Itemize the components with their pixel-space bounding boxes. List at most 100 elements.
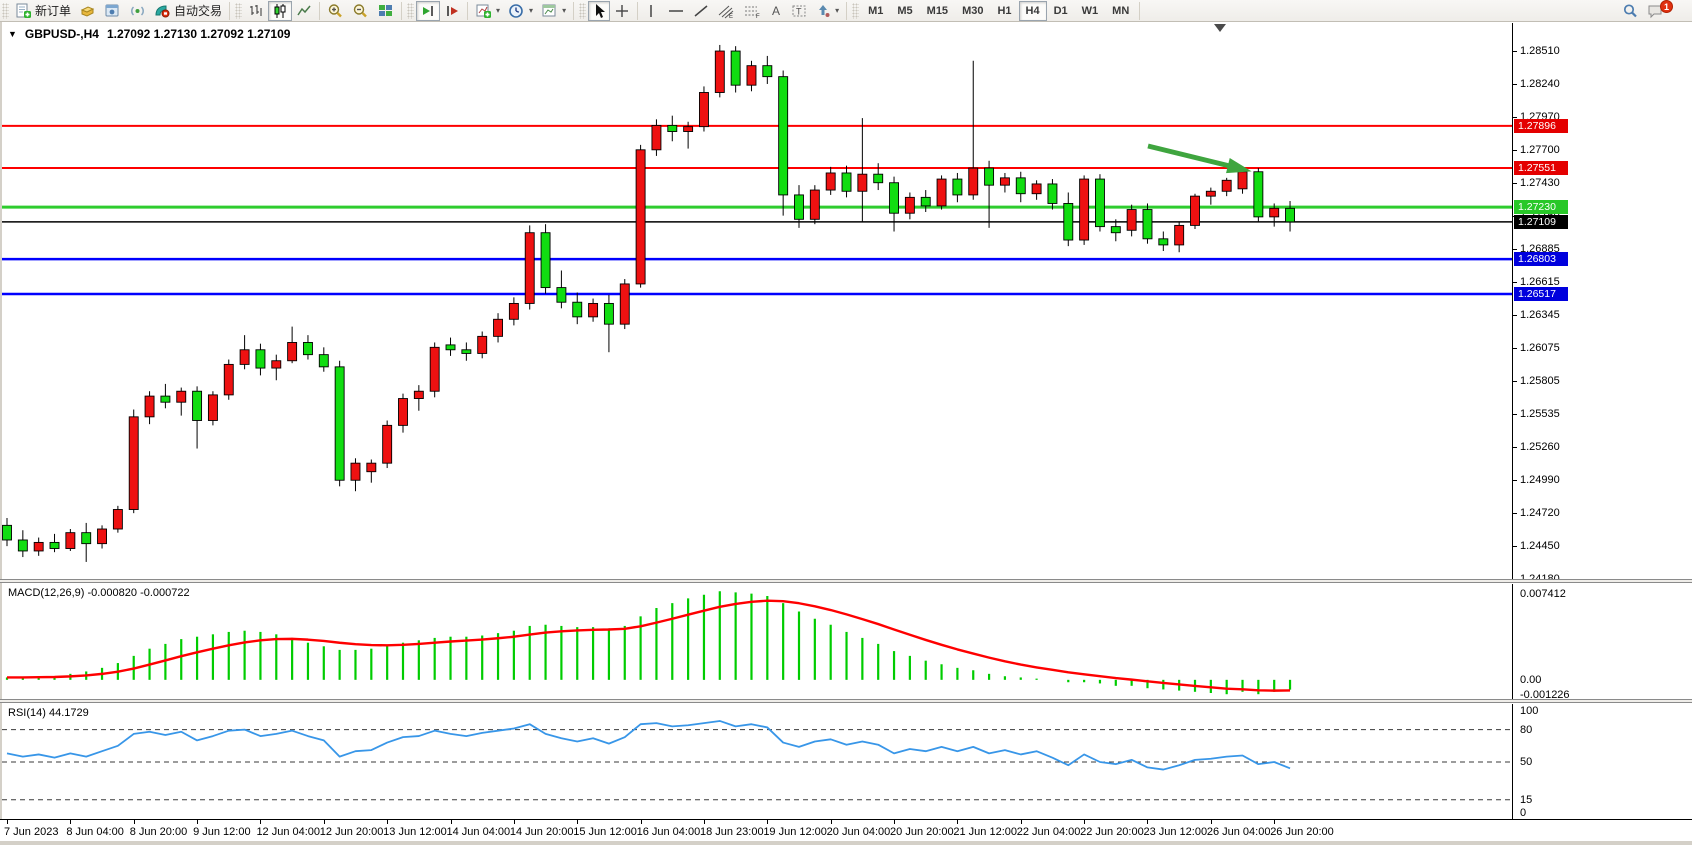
timeframe-mn-button[interactable]: MN xyxy=(1105,1,1136,21)
zoom-out-button[interactable] xyxy=(348,1,373,21)
candle-body-up xyxy=(128,416,139,510)
svg-text:A: A xyxy=(772,4,780,18)
candle-body-up xyxy=(1174,224,1185,246)
fibonacci-button[interactable]: F xyxy=(739,1,765,21)
candle-body-up xyxy=(968,167,979,196)
zoom-in-button[interactable] xyxy=(323,1,348,21)
trendline-icon xyxy=(693,3,709,19)
symbol-dropdown-caret[interactable]: ▼ xyxy=(8,29,17,39)
timeframe-h1-button[interactable]: H1 xyxy=(990,1,1018,21)
main-chart-pane[interactable] xyxy=(2,23,1512,579)
candle xyxy=(1205,187,1216,205)
signals-button[interactable] xyxy=(125,1,150,21)
timeframe-h4-button[interactable]: H4 xyxy=(1018,0,1047,21)
pane-splitter[interactable] xyxy=(0,579,1692,583)
time-tick xyxy=(387,820,389,824)
candle xyxy=(287,326,298,364)
auto-trading-button[interactable]: 自动交易 xyxy=(150,1,226,21)
equidistant-channel-button[interactable]: E xyxy=(713,1,739,21)
timeframe-d1-button[interactable]: D1 xyxy=(1047,1,1075,21)
trendline-button[interactable] xyxy=(689,1,713,21)
price-axis[interactable]: 1.285101.282401.279701.277001.274301.271… xyxy=(1512,23,1692,585)
candle xyxy=(1269,203,1280,227)
toolbar-grip[interactable] xyxy=(2,2,9,19)
candle-body-down xyxy=(334,366,345,481)
cursor-button[interactable] xyxy=(588,0,611,21)
candle xyxy=(603,294,614,353)
candle xyxy=(160,383,171,409)
auto-scroll-button[interactable] xyxy=(416,0,441,21)
auto-trading-label: 自动交易 xyxy=(174,4,223,18)
market-watch-icon xyxy=(79,3,96,19)
time-tick xyxy=(894,820,896,824)
notifications-button[interactable]: 1 xyxy=(1643,0,1684,21)
rsi-indicator-pane[interactable] xyxy=(2,704,1512,819)
chart-shift-button[interactable] xyxy=(440,1,464,21)
time-tick xyxy=(830,820,832,824)
candle-body-up xyxy=(904,196,915,214)
templates-button[interactable]: ▾ xyxy=(537,1,570,21)
new-order-button[interactable]: 新订单 xyxy=(11,1,75,21)
pane-splitter[interactable] xyxy=(0,699,1692,703)
candle xyxy=(746,60,757,92)
line-chart-button[interactable] xyxy=(292,1,316,21)
crosshair-button[interactable] xyxy=(610,1,634,21)
candle-body-down xyxy=(303,342,313,356)
search-button[interactable] xyxy=(1618,1,1643,21)
candle xyxy=(556,270,567,309)
candle xyxy=(207,391,218,426)
candle-body-down xyxy=(1095,178,1105,228)
time-axis[interactable]: 7 Jun 2023 8 Jun 04:00 8 Jun 20:00 9 Jun 12… xyxy=(0,819,1692,841)
candle xyxy=(809,185,820,225)
candle xyxy=(651,119,662,156)
time-tick xyxy=(640,820,642,824)
price-tick-label: 1.28240 xyxy=(1520,77,1560,90)
rsi-axis[interactable]: 100 80 50 15 0 xyxy=(1512,704,1692,819)
text-label-icon: T xyxy=(791,3,807,19)
text-label-button[interactable]: T xyxy=(787,1,811,21)
data-window-button[interactable] xyxy=(100,1,125,21)
horizontal-line-button[interactable] xyxy=(663,1,689,21)
candle xyxy=(1285,201,1295,232)
price-tick-label: 1.27700 xyxy=(1520,143,1560,156)
time-tick-label: 23 Jun 12:00 xyxy=(1143,826,1208,838)
trend-arrow-annotation[interactable] xyxy=(1147,143,1252,174)
timeframe-m30-button[interactable]: M30 xyxy=(955,1,990,21)
window-bottom-edge xyxy=(0,841,1692,845)
time-tick-label: 20 Jun 20:00 xyxy=(890,826,954,838)
macd-tick-label: 0.007412 xyxy=(1520,588,1566,600)
time-tick xyxy=(1274,820,1276,824)
signals-icon xyxy=(129,3,146,19)
timeframe-m5-button[interactable]: M5 xyxy=(890,1,919,21)
market-watch-button[interactable] xyxy=(75,1,100,21)
arrows-button[interactable]: ▾ xyxy=(811,1,843,21)
chart-shift-marker[interactable] xyxy=(1214,24,1226,32)
macd-indicator-pane[interactable] xyxy=(2,584,1512,699)
text-button[interactable]: A xyxy=(765,1,787,21)
vertical-line-button[interactable] xyxy=(641,1,663,21)
candle xyxy=(889,176,899,232)
bar-chart-button[interactable] xyxy=(244,1,268,21)
indicators-button[interactable]: ▾ xyxy=(471,1,504,21)
trend-arrow-head xyxy=(1226,157,1252,174)
price-badge-1.27230: 1.27230 xyxy=(1514,200,1568,215)
candle xyxy=(192,386,203,449)
window-left-edge xyxy=(0,22,2,845)
macd-axis[interactable]: 0.007412 0.00 -0.001226 xyxy=(1512,584,1692,701)
candle-body-up xyxy=(857,173,868,192)
periods-button[interactable]: ▾ xyxy=(504,1,537,21)
candle-body-down xyxy=(762,65,773,78)
candle-body-down xyxy=(540,232,551,289)
price-tick-label: 1.24720 xyxy=(1520,507,1560,520)
time-tick-label: 8 Jun 20:00 xyxy=(129,826,188,838)
candlestick-chart-button[interactable] xyxy=(268,0,293,21)
tile-windows-icon xyxy=(377,3,394,19)
tile-windows-button[interactable] xyxy=(373,1,398,21)
timeframe-m1-button[interactable]: M1 xyxy=(861,1,890,21)
candle-body-down xyxy=(461,349,472,354)
timeframe-w1-button[interactable]: W1 xyxy=(1075,1,1106,21)
candle-body-down xyxy=(952,178,963,196)
candle xyxy=(255,343,266,376)
candle xyxy=(1142,203,1153,244)
timeframe-m15-button[interactable]: M15 xyxy=(920,1,955,21)
